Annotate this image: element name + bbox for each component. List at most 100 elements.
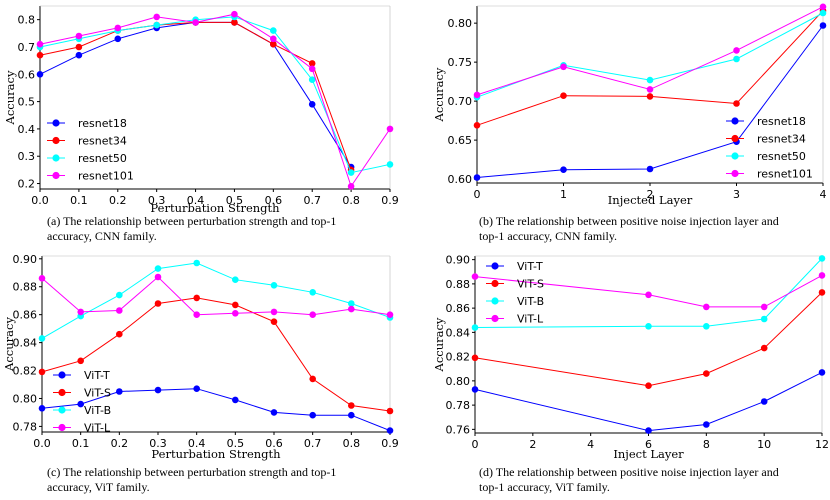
x-tick-label: 0.9 bbox=[381, 437, 399, 450]
data-point-resnet18 bbox=[308, 101, 316, 108]
data-point-ViT-T bbox=[77, 400, 84, 408]
caption-line: accuracy, CNN family. bbox=[47, 229, 157, 243]
x-tick-label: 0.4 bbox=[188, 437, 206, 450]
y-tick-label: 0.80 bbox=[448, 17, 473, 30]
data-point-ViT-L bbox=[309, 311, 317, 319]
data-point-ViT-B bbox=[270, 282, 278, 289]
x-tick-label: 0.7 bbox=[304, 437, 322, 450]
data-point-resnet50 bbox=[347, 169, 355, 176]
y-tick-label: 0.76 bbox=[446, 423, 471, 436]
y-tick-label: 0.82 bbox=[446, 351, 471, 364]
y-tick-label: 0.84 bbox=[446, 326, 471, 339]
data-point-ViT-S bbox=[760, 344, 768, 352]
x-tick-label: 0.0 bbox=[31, 194, 49, 207]
data-point-ViT-L bbox=[760, 303, 768, 311]
y-tick-label: 0.84 bbox=[13, 337, 38, 350]
x-tick-label: 0.4 bbox=[187, 194, 205, 207]
legend-label: ViT-B bbox=[84, 404, 111, 417]
legend: resnet18 resnet34 resnet50 resnet101 bbox=[47, 117, 134, 183]
legend-label: resnet50 bbox=[757, 150, 806, 163]
y-tick-label: 0.78 bbox=[13, 420, 38, 433]
chart-a: 0.2 0.3 0.4 0.5 0.6 0.7 0.8 0.0 0.1 0.2 0.3 0.4 0.5 0… bbox=[3, 5, 399, 243]
x-tick-label: 0.5 bbox=[227, 437, 245, 450]
chart-b: 0.60 0.65 0.70 0.75 0.80 0 1 2 3 4 Injected Layer A… bbox=[432, 3, 827, 243]
data-point-resnet34 bbox=[560, 92, 567, 99]
legend-marker bbox=[52, 171, 60, 180]
y-tick-label: 0.5 bbox=[18, 96, 36, 109]
legend-marker bbox=[491, 314, 499, 323]
data-point-ViT-B bbox=[154, 265, 162, 272]
y-tick-label: 0.86 bbox=[13, 309, 38, 322]
data-point-resnet34 bbox=[75, 43, 83, 51]
data-point-ViT-T bbox=[309, 411, 317, 419]
legend-label: resnet101 bbox=[757, 168, 813, 181]
data-point-ViT-L bbox=[703, 303, 710, 311]
data-point-resnet50 bbox=[308, 76, 316, 83]
x-axis-label: Injected Layer bbox=[608, 193, 693, 207]
data-point-resnet34 bbox=[36, 51, 44, 59]
data-point-ViT-L bbox=[77, 308, 84, 316]
data-point-ViT-T bbox=[193, 385, 200, 393]
legend-label: resnet18 bbox=[78, 117, 127, 130]
x-tick-label: 0.2 bbox=[109, 194, 127, 207]
legend-marker bbox=[52, 154, 60, 162]
x-tick-label: 2 bbox=[647, 188, 654, 201]
data-point-ViT-T bbox=[703, 421, 710, 428]
data-point-resnet34 bbox=[646, 93, 654, 100]
y-tick-label: 0.65 bbox=[448, 134, 473, 147]
caption-line: (a) The relationship between perturbatio… bbox=[47, 214, 336, 228]
data-point-ViT-B bbox=[348, 300, 355, 307]
series-line-ViT-B bbox=[41, 262, 391, 339]
y-tick-label: 0.80 bbox=[446, 375, 471, 388]
data-point-ViT-T bbox=[818, 369, 826, 376]
data-point-ViT-B bbox=[703, 323, 710, 330]
x-tick-label: 0.6 bbox=[265, 194, 283, 207]
legend-marker bbox=[52, 119, 60, 127]
legend-marker bbox=[491, 297, 499, 305]
y-axis-label: Accuracy bbox=[432, 317, 446, 372]
y-tick-label: 0.90 bbox=[446, 254, 471, 267]
series-line-ViT-S bbox=[41, 297, 391, 412]
data-point-resnet50 bbox=[386, 161, 394, 168]
y-tick-label: 0.60 bbox=[448, 173, 473, 186]
data-point-resnet18 bbox=[36, 71, 44, 78]
data-point-ViT-B bbox=[645, 323, 652, 330]
series-line-resnet101 bbox=[39, 13, 391, 188]
x-tick-label: 0.8 bbox=[342, 194, 360, 207]
y-tick-label: 0.4 bbox=[18, 123, 36, 136]
x-tick-label: 4 bbox=[587, 438, 594, 451]
data-point-resnet50 bbox=[270, 27, 277, 34]
y-tick-label: 0.86 bbox=[446, 302, 471, 315]
series-line-resnet34 bbox=[476, 10, 824, 126]
x-tick-label: 0.0 bbox=[33, 437, 51, 450]
legend-label: ViT-T bbox=[517, 260, 543, 273]
data-point-ViT-T bbox=[471, 386, 479, 393]
data-point-ViT-S bbox=[348, 402, 355, 409]
series-line-resnet50 bbox=[39, 16, 391, 174]
data-point-resnet50 bbox=[733, 55, 740, 63]
data-point-ViT-S bbox=[270, 318, 278, 326]
y-tick-label: 0.82 bbox=[13, 365, 38, 378]
data-point-resnet101 bbox=[473, 91, 481, 99]
data-point-ViT-B bbox=[818, 255, 826, 262]
x-tick-label: 0.3 bbox=[148, 194, 166, 207]
data-point-ViT-S bbox=[703, 370, 710, 377]
data-point-ViT-B bbox=[760, 315, 768, 323]
data-point-ViT-S bbox=[309, 375, 317, 383]
data-point-resnet50 bbox=[153, 21, 160, 29]
data-point-resnet101 bbox=[153, 13, 160, 21]
data-point-resnet34 bbox=[270, 40, 277, 48]
data-point-resnet18 bbox=[560, 166, 567, 173]
data-point-resnet34 bbox=[308, 60, 316, 67]
data-point-ViT-L bbox=[116, 307, 123, 314]
x-tick-label: 6 bbox=[645, 438, 652, 451]
data-point-resnet101 bbox=[75, 32, 83, 40]
legend-label: ViT-L bbox=[517, 313, 544, 326]
y-tick-label: 0.2 bbox=[18, 178, 36, 191]
data-point-resnet34 bbox=[733, 100, 740, 107]
data-point-ViT-S bbox=[818, 289, 826, 296]
y-axis-label: Accuracy bbox=[432, 67, 446, 122]
legend-marker bbox=[731, 152, 739, 160]
data-point-ViT-L bbox=[232, 310, 239, 317]
